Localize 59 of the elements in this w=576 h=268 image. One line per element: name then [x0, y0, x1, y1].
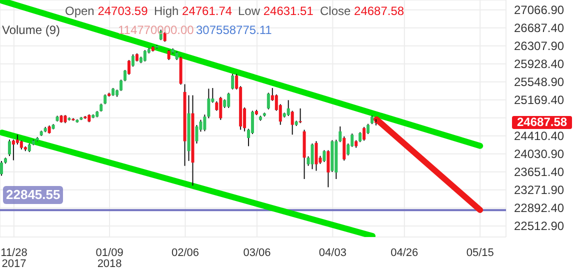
candlestick: [290, 110, 294, 136]
y-tick-label: 22512.90: [514, 219, 564, 234]
x-tick-label: 04/26: [390, 247, 418, 259]
candlestick: [124, 69, 127, 82]
candlestick: [251, 110, 254, 135]
candlestick: [207, 88, 210, 119]
candlestick: [227, 92, 230, 108]
y-tick-label: 25169.40: [514, 93, 564, 108]
candlestick: [322, 150, 326, 163]
y-tick-label: 27066.90: [514, 3, 564, 18]
candlestick: [167, 50, 170, 61]
candlestick: [366, 123, 370, 135]
candlestick: [127, 60, 130, 76]
y-tick-label: 24410.40: [514, 129, 564, 144]
candlestick: [16, 134, 19, 146]
candlestick: [338, 126, 342, 143]
candlestick: [143, 50, 146, 62]
x-tick-label: 04/03: [318, 247, 346, 259]
x-tick-label: 03/06: [243, 247, 271, 259]
y-tick-label: 22892.40: [514, 201, 564, 216]
candlestick: [298, 108, 302, 124]
candlestick: [358, 132, 362, 143]
x-tick-label: 05/15: [466, 247, 494, 259]
candlestick: [219, 96, 222, 120]
x-tick-label: 11/28 2017: [0, 247, 28, 268]
x-tick-label: 01/09 2018: [96, 247, 124, 268]
candlestick: [314, 140, 318, 172]
candlestick: [231, 73, 234, 90]
y-tick-label: 24030.90: [514, 147, 564, 162]
candlestick: [12, 139, 15, 161]
annotation: Low 24631.51: [238, 4, 314, 18]
candlestick: [120, 79, 123, 92]
y-tick-label: 25928.40: [514, 57, 564, 72]
candlestick: [326, 150, 330, 188]
annotation: High 24761.74: [154, 4, 232, 18]
candlestick: [342, 136, 346, 162]
y-tick-label: 23271.90: [514, 183, 564, 198]
candlestick: [286, 100, 290, 117]
candlestick: [8, 139, 11, 157]
candlestick: [195, 124, 198, 144]
y-tick-label: 26307.90: [514, 39, 564, 54]
ref-line-label: 22845.55: [3, 186, 64, 204]
annotation: 114770000.00: [118, 23, 194, 37]
candlestick: [131, 54, 134, 68]
y-tick-label: 25548.90: [514, 75, 564, 90]
annotation: Open 24703.59: [65, 4, 148, 18]
text: 24687.58: [512, 114, 572, 129]
y-tick-label: 26687.40: [514, 21, 564, 36]
candlestick: [362, 126, 366, 142]
y-tick-label: 23651.40: [514, 165, 564, 180]
candlestick: [203, 114, 206, 132]
annotation: Close 24687.58: [320, 4, 404, 18]
candlestick: [104, 94, 107, 105]
annotation: 307558775.11: [196, 23, 272, 37]
x-tick-label: 02/06: [172, 247, 200, 259]
candlestick: [310, 143, 314, 170]
candlestick: [266, 92, 270, 110]
candlestick: [0, 160, 3, 176]
annotation: Volume (9): [2, 23, 60, 37]
